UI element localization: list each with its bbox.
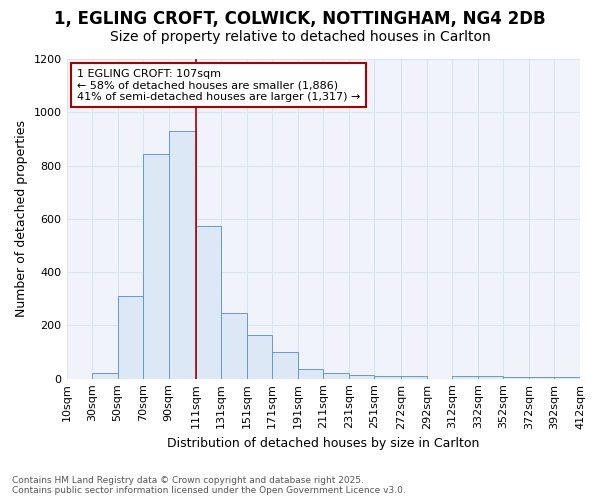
X-axis label: Distribution of detached houses by size in Carlton: Distribution of detached houses by size … (167, 437, 479, 450)
Text: 1, EGLING CROFT, COLWICK, NOTTINGHAM, NG4 2DB: 1, EGLING CROFT, COLWICK, NOTTINGHAM, NG… (54, 10, 546, 28)
Bar (169, 131, 196, 378)
Text: Size of property relative to detached houses in Carlton: Size of property relative to detached ho… (110, 30, 490, 44)
Bar (401, 376, 427, 378)
Bar (374, 376, 401, 378)
Y-axis label: Number of detached properties: Number of detached properties (15, 120, 28, 318)
Text: Contains HM Land Registry data © Crown copyright and database right 2025.
Contai: Contains HM Land Registry data © Crown c… (12, 476, 406, 495)
Bar (452, 376, 478, 378)
Text: 1 EGLING CROFT: 107sqm
← 58% of detached houses are smaller (1,886)
41% of semi-: 1 EGLING CROFT: 107sqm ← 58% of detached… (77, 68, 360, 102)
Bar (298, 370, 323, 378)
Bar (323, 374, 349, 378)
Bar (349, 374, 374, 378)
Bar (92, 374, 118, 378)
Bar (143, 154, 169, 378)
Bar (118, 296, 143, 378)
Bar (247, 334, 272, 378)
Bar (221, 314, 247, 378)
Bar (272, 352, 298, 378)
Bar (478, 376, 503, 378)
Bar (196, 226, 221, 378)
